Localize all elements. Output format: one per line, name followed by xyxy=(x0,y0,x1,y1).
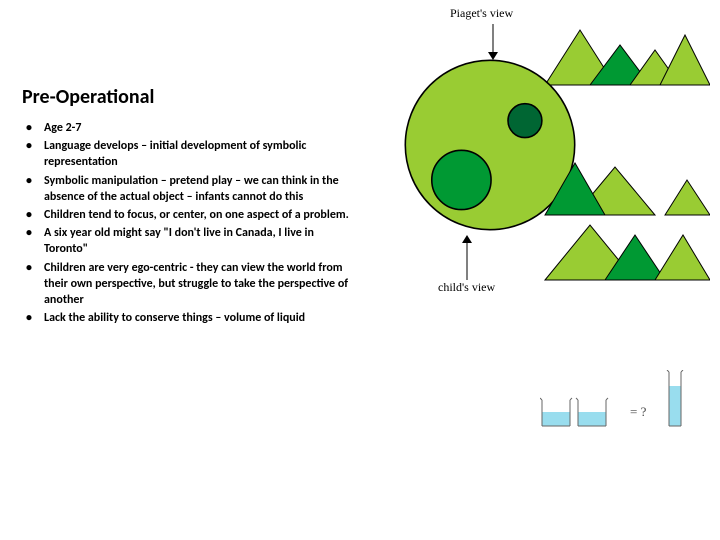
list-item: Lack the ability to conserve things – vo… xyxy=(22,310,352,326)
list-item: Symbolic manipulation – pretend play – w… xyxy=(22,173,352,205)
figures-panel: Piaget's view child's view xyxy=(400,0,720,540)
conservation-beakers-icon: = ? xyxy=(540,370,710,440)
arrow-up-icon xyxy=(460,235,474,280)
list-item: Children are very ego-centric - they can… xyxy=(22,260,352,309)
list-item: A six year old might say "I don't live i… xyxy=(22,225,352,257)
slide: Pre-Operational Age 2-7 Language develop… xyxy=(0,0,720,540)
piaget-view-label: Piaget's view xyxy=(450,6,513,21)
bullet-list: Age 2-7 Language develops – initial deve… xyxy=(22,120,352,328)
equals-label: = ? xyxy=(630,404,646,420)
list-item: Age 2-7 xyxy=(22,120,352,136)
mountains-bottom-icon xyxy=(535,155,710,285)
list-item: Children tend to focus, or center, on on… xyxy=(22,207,352,223)
child-view-label: child's view xyxy=(438,280,495,295)
slide-title: Pre-Operational xyxy=(22,85,154,109)
list-item: Language develops – initial development … xyxy=(22,138,352,170)
